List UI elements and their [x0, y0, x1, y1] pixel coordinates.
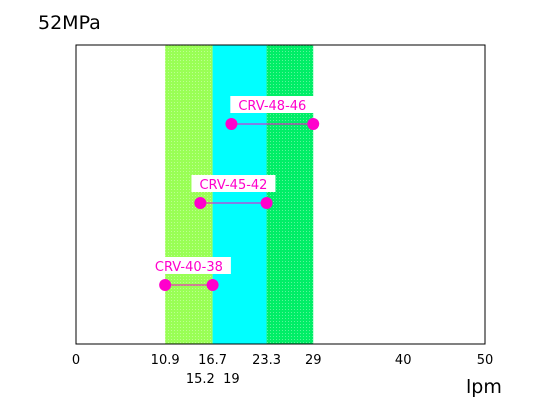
series-label-CRV-40-38: CRV-40-38: [155, 260, 223, 275]
x-tick-label: 16.7: [198, 353, 227, 368]
x-axis-unit-label: lpm: [466, 376, 502, 398]
range-band-2: [212, 45, 267, 344]
range-min-point-CRV-48-46: [225, 118, 238, 130]
x-tick-label: 40: [395, 353, 412, 368]
x-tick-label: 23.3: [252, 353, 281, 368]
series-label-bg-CRV-45-42: [191, 175, 276, 192]
chart-title: 52MPa: [38, 12, 101, 34]
range-min-point-CRV-45-42: [194, 197, 207, 209]
x-tick-label: 29: [305, 353, 322, 368]
x-tick-label: 50: [477, 353, 494, 368]
x-tick-label: 0: [72, 353, 80, 368]
range-max-point-CRV-48-46: [307, 118, 320, 130]
x-tick-label-secondary: 15.2: [186, 372, 215, 387]
x-tick-label: 10.9: [151, 353, 180, 368]
series-label-bg-CRV-40-38: [146, 257, 231, 274]
series-label-CRV-45-42: CRV-45-42: [199, 178, 267, 193]
range-max-point-CRV-45-42: [260, 197, 273, 209]
range-band-texture-1: [165, 45, 213, 344]
range-max-point-CRV-40-38: [206, 279, 219, 291]
series-label-CRV-48-46: CRV-48-46: [238, 99, 306, 114]
plot-frame: [75, 44, 486, 345]
x-tick-label-secondary: 19: [223, 372, 240, 387]
range-min-point-CRV-40-38: [159, 279, 172, 291]
range-band-texture-3: [266, 45, 314, 344]
series-label-bg-CRV-48-46: [230, 96, 315, 113]
